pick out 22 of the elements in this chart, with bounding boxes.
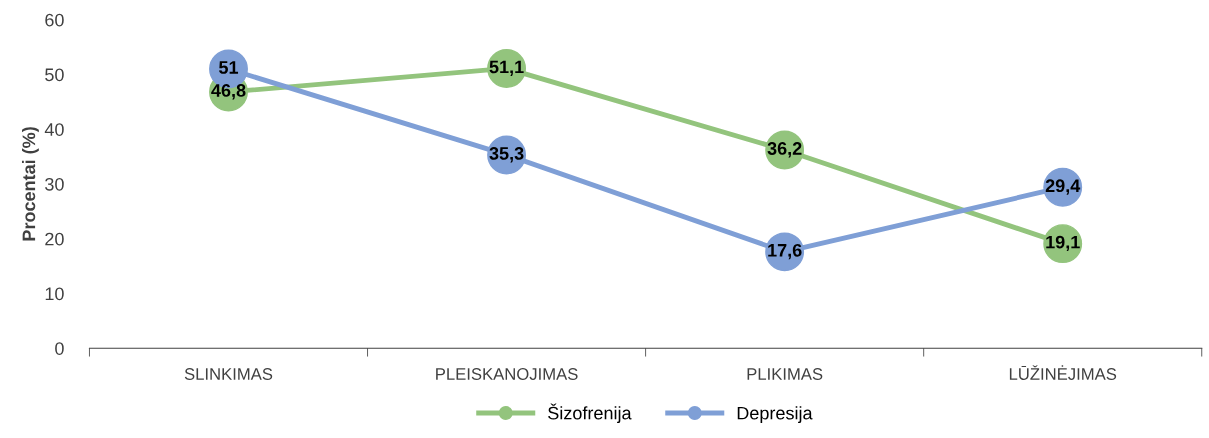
data-label: 36,2	[767, 142, 802, 158]
x-tick-label: PLEISKANOJIMAS	[436, 368, 578, 380]
legend-label: Šizofrenija	[548, 403, 632, 424]
data-label: 51	[219, 61, 239, 74]
x-tick-label: LŪŽINĖJIMAS	[1009, 365, 1117, 380]
y-tick-label: 50	[45, 68, 64, 82]
data-label: 17,6	[768, 243, 802, 260]
y-tick-label: 40	[44, 123, 64, 136]
x-tick-label: SLINKIMAS	[184, 368, 273, 380]
data-label: 46,8	[211, 84, 246, 100]
data-label: 29,4	[1045, 179, 1081, 195]
y-axis-title: Procentai (%)	[22, 127, 39, 241]
legend-label: Depresija	[737, 406, 813, 424]
data-label: 51,1	[489, 60, 524, 76]
y-tick-label: 10	[45, 287, 64, 301]
x-tick-label: PLIKIMAS	[747, 368, 823, 380]
data-label: 35,3	[489, 147, 524, 163]
y-tick-label: 30	[45, 177, 64, 191]
y-tick-label: 60	[45, 13, 64, 27]
data-label: 19,1	[1046, 235, 1080, 252]
y-tick-label: 20	[45, 232, 64, 246]
y-tick-label: 0	[55, 342, 64, 355]
